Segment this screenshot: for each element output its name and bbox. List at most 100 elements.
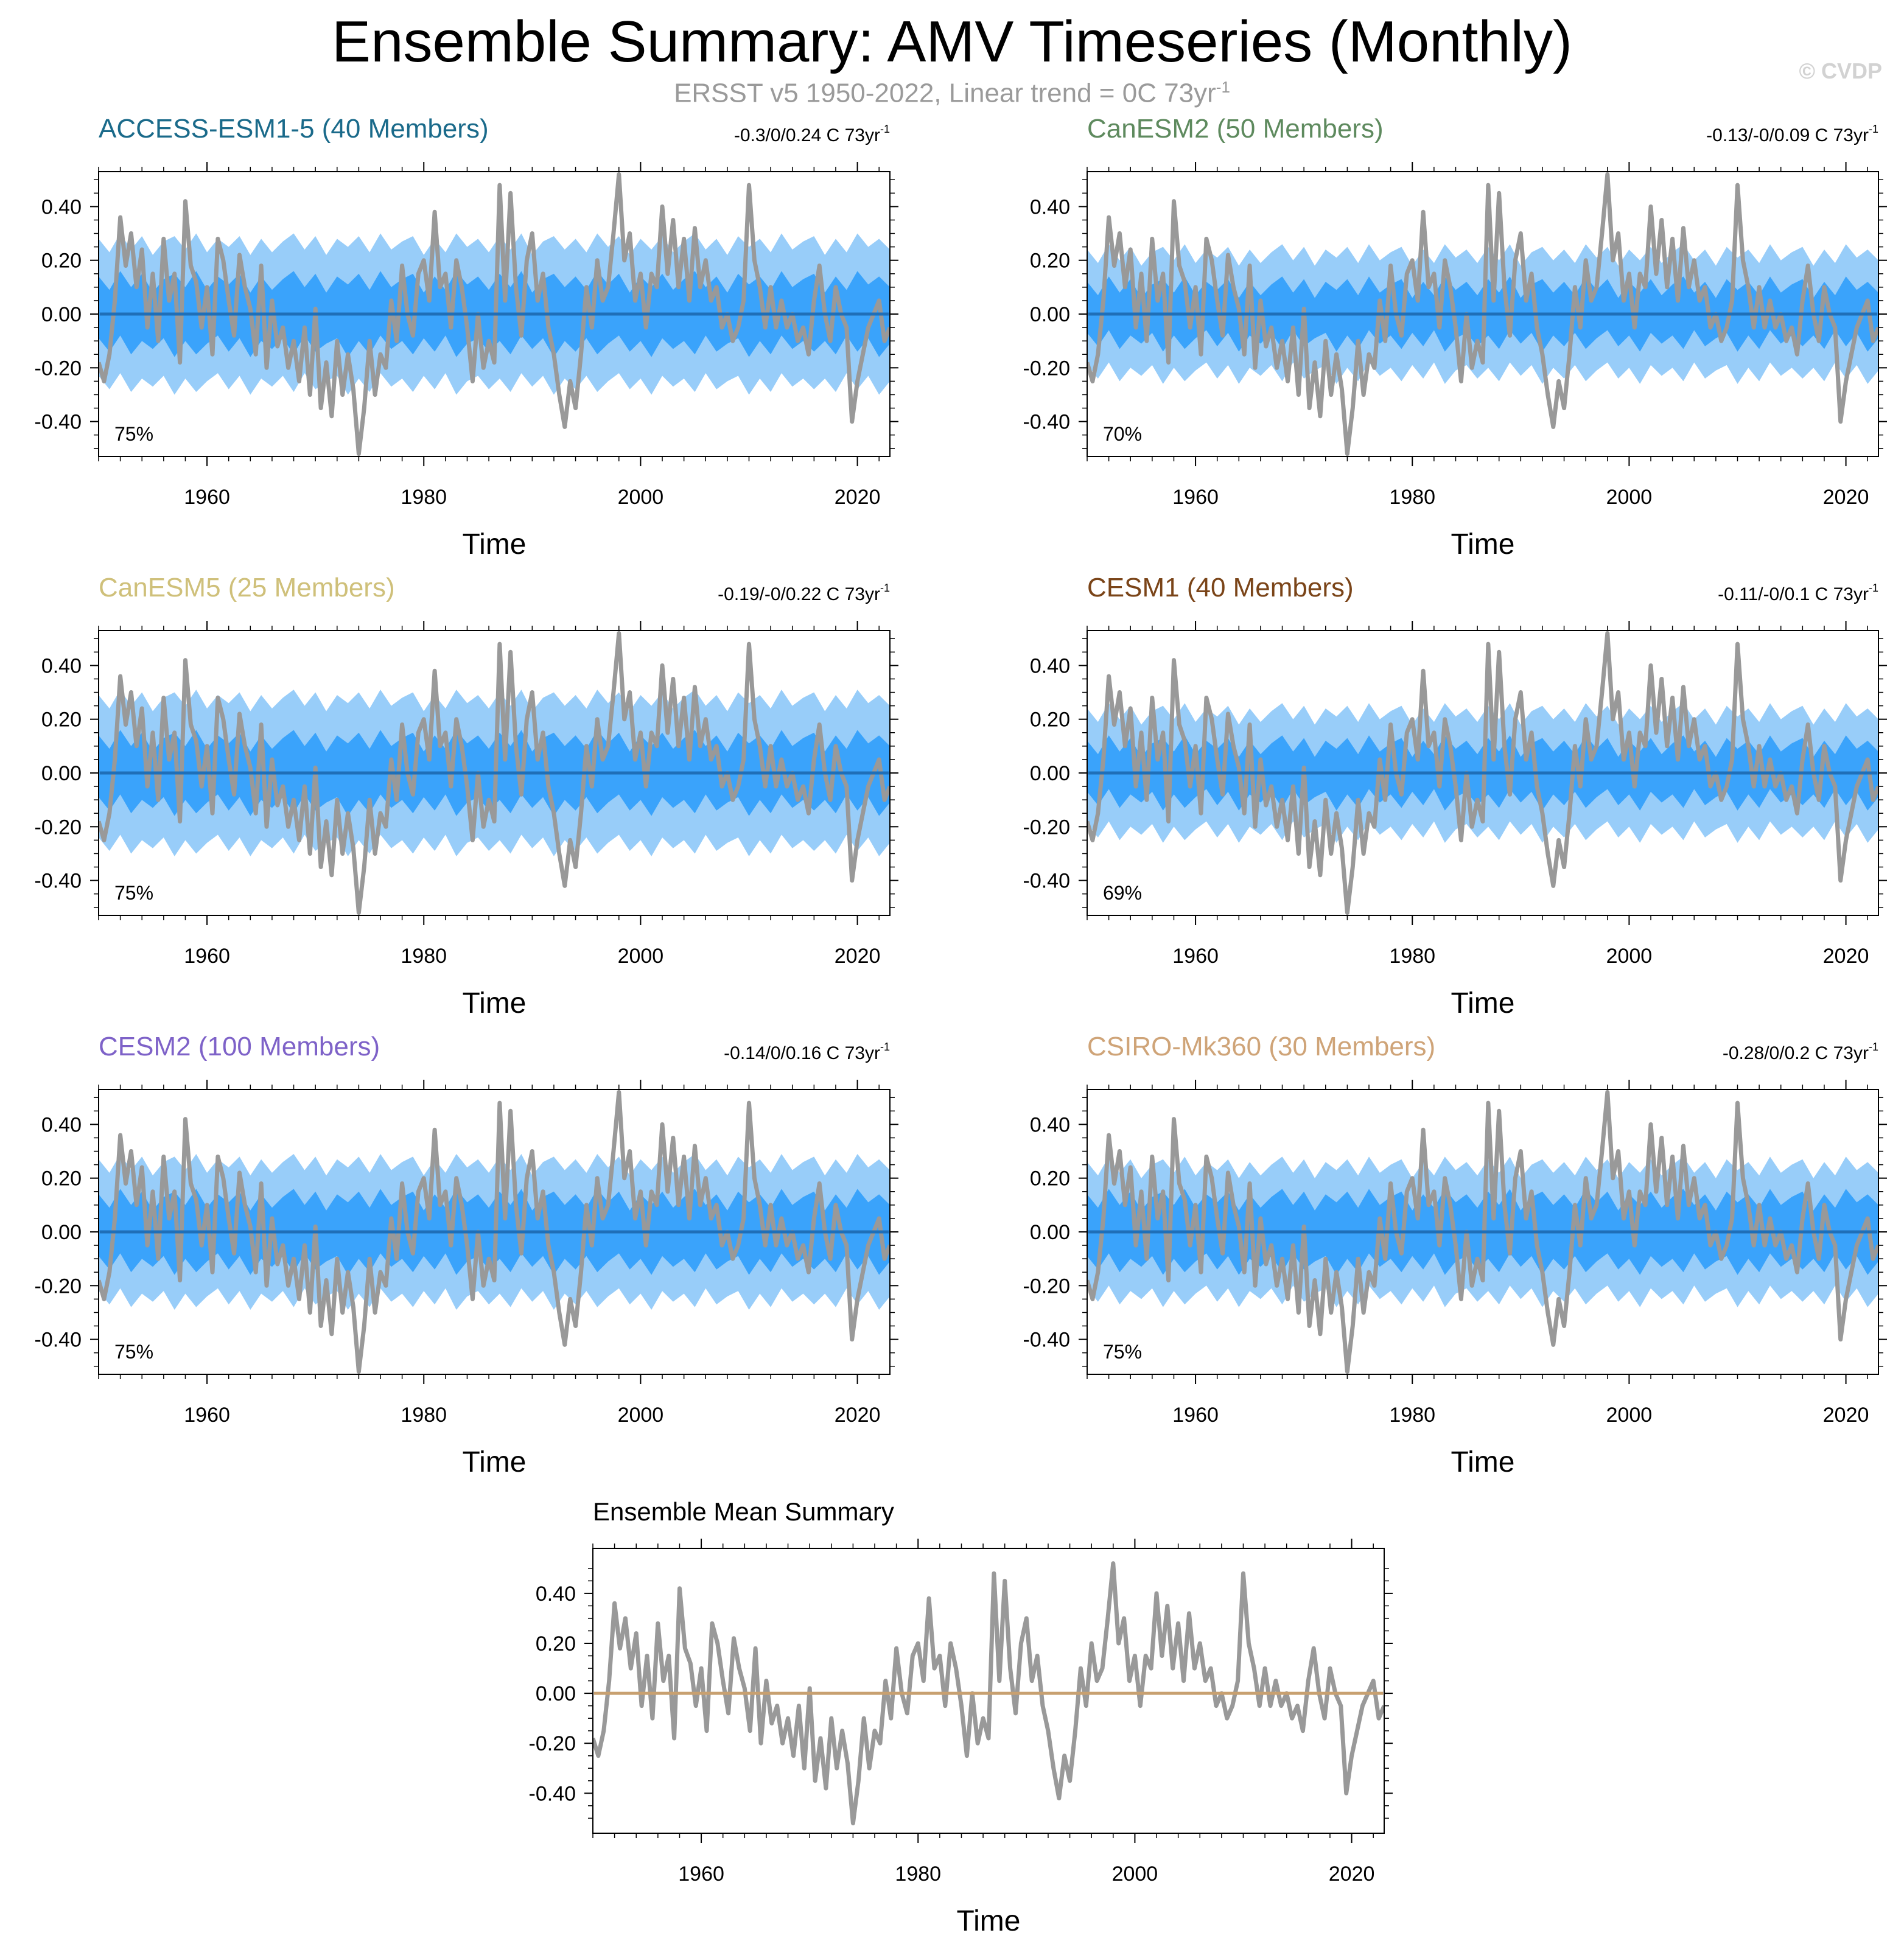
trend-text: -0.14/0/0.16 C 73yr-1 [724, 1041, 890, 1063]
y-tick-label: -0.40 [1023, 411, 1071, 434]
x-tick-label: 1980 [1389, 486, 1435, 509]
y-tick-label: 0.40 [41, 195, 82, 219]
y-tick-label: 0.20 [41, 1167, 82, 1191]
plot-area [1087, 631, 1878, 915]
panel-title: CSIRO-Mk360 (30 Members) [1087, 1032, 1435, 1061]
main-title: Ensemble Summary: AMV Timeseries (Monthl… [332, 9, 1572, 74]
x-tick-label: 1960 [184, 1404, 230, 1427]
panel-cesm1: -0.40 -0.20 0.00 0.20 0.40 1960 1980 2000 2020 Ti… [1023, 573, 1887, 1019]
x-tick-label: 1980 [401, 486, 447, 509]
x-tick-label: 2000 [1112, 1862, 1158, 1886]
y-tick-label: 0.20 [536, 1632, 576, 1656]
y-tick-label: -0.40 [35, 870, 82, 893]
panel-access-esm1-5: -0.40 -0.20 0.00 0.20 0.40 1960 1980 2000 2020 Ti… [35, 114, 898, 561]
x-tick-label: 2020 [1823, 1404, 1869, 1427]
y-tick-label: 0.40 [41, 1113, 82, 1136]
x-tick-label: 2020 [1329, 1862, 1375, 1886]
x-tick-label: 1980 [1389, 945, 1435, 968]
plot-area [99, 1089, 890, 1374]
panel-title: Ensemble Mean Summary [593, 1497, 894, 1526]
plot-area [1087, 172, 1878, 456]
trend-superscript: -1 [1869, 1041, 1878, 1053]
x-axis-label: Time [1451, 1446, 1515, 1478]
y-tick-label: 0.40 [41, 654, 82, 677]
panel-csiro-mk360: -0.40 -0.20 0.00 0.20 0.40 1960 1980 2000 2020 Ti… [1023, 1032, 1887, 1478]
y-tick-label: -0.20 [1023, 1274, 1071, 1298]
panel-title: CanESM2 (50 Members) [1087, 114, 1384, 144]
trend-text: -0.3/0/0.24 C 73yr-1 [734, 123, 890, 145]
panel-canesm2: -0.40 -0.20 0.00 0.20 0.40 1960 1980 2000 2020 Ti… [1023, 114, 1887, 561]
x-tick-label: 2000 [618, 1404, 664, 1427]
y-tick-label: -0.20 [529, 1732, 576, 1755]
y-tick-label: 0.00 [1030, 1221, 1070, 1244]
plot-area [593, 1561, 1384, 1826]
x-tick-label: 1960 [184, 486, 230, 509]
trend-value: -0.3/0/0.24 C 73yr [734, 125, 880, 145]
x-tick-label: 2000 [618, 486, 664, 509]
trend-superscript: -1 [880, 123, 890, 135]
x-axis-label: Time [1451, 528, 1515, 561]
panel-title: CESM2 (100 Members) [99, 1032, 380, 1061]
observed-amv-line [1087, 631, 1878, 915]
y-tick-label: 0.20 [41, 708, 82, 732]
x-axis-label: Time [1451, 987, 1515, 1019]
y-tick-label: -0.40 [1023, 1329, 1071, 1352]
y-tick-label: -0.20 [35, 357, 82, 380]
plot-area [99, 631, 890, 915]
y-tick-label: 0.00 [41, 303, 82, 326]
x-tick-label: 1980 [401, 945, 447, 968]
trend-superscript: -1 [1869, 582, 1878, 594]
subtitle-superscript: -1 [1216, 78, 1230, 96]
x-tick-label: 1960 [1172, 945, 1219, 968]
panel-cesm2: -0.40 -0.20 0.00 0.20 0.40 1960 1980 2000 2020 Ti… [35, 1032, 898, 1478]
y-tick-label: 0.20 [1030, 250, 1070, 273]
x-axis-label: Time [957, 1905, 1021, 1937]
trend-value: -0.28/0/0.2 C 73yr [1723, 1043, 1869, 1063]
y-tick-label: 0.00 [536, 1682, 576, 1705]
x-tick-label: 1960 [1172, 486, 1219, 509]
percent-label: 69% [1103, 882, 1142, 904]
panel-title: ACCESS-ESM1-5 (40 Members) [99, 114, 489, 144]
x-tick-label: 2000 [618, 945, 664, 968]
x-tick-label: 1960 [1172, 1404, 1219, 1427]
x-tick-label: 1980 [1389, 1404, 1435, 1427]
plot-area [1087, 1089, 1878, 1374]
x-axis-label: Time [463, 1446, 527, 1478]
percent-label: 75% [114, 1341, 153, 1363]
y-tick-label: -0.40 [1023, 870, 1071, 893]
trend-superscript: -1 [880, 1041, 890, 1053]
trend-value: -0.19/-0/0.22 C 73yr [718, 584, 880, 604]
x-tick-label: 2000 [1606, 486, 1653, 509]
trend-superscript: -1 [1869, 123, 1878, 135]
x-tick-label: 1960 [184, 945, 230, 968]
observed-amv-line [1087, 172, 1878, 456]
trend-value: -0.11/-0/0.1 C 73yr [1718, 584, 1869, 604]
y-tick-label: 0.40 [1030, 1113, 1070, 1136]
plot-frame [592, 1548, 1385, 1834]
x-axis-label: Time [463, 987, 527, 1019]
panel-canesm5: -0.40 -0.20 0.00 0.20 0.40 1960 1980 2000 2020 Ti… [35, 573, 898, 1019]
panel-title: CESM1 (40 Members) [1087, 573, 1354, 603]
x-tick-label: 1980 [401, 1404, 447, 1427]
trend-text: -0.19/-0/0.22 C 73yr-1 [718, 582, 890, 604]
percent-label: 75% [1103, 1341, 1142, 1363]
x-axis-label: Time [463, 528, 527, 561]
subtitle-text: ERSST v5 1950-2022, Linear trend = 0C 73… [674, 78, 1216, 108]
y-tick-label: 0.40 [1030, 654, 1070, 677]
x-tick-label: 2000 [1606, 945, 1653, 968]
y-tick-label: 0.00 [1030, 762, 1070, 785]
x-tick-label: 2000 [1606, 1404, 1653, 1427]
y-tick-label: 0.20 [1030, 708, 1070, 732]
trend-superscript: -1 [880, 582, 890, 594]
trend-text: -0.13/-0/0.09 C 73yr-1 [1706, 123, 1878, 145]
y-tick-label: -0.40 [35, 1329, 82, 1352]
y-tick-label: -0.40 [35, 411, 82, 434]
percent-label: 75% [114, 423, 153, 445]
y-tick-label: -0.20 [1023, 816, 1071, 839]
x-tick-label: 1960 [678, 1862, 724, 1886]
x-tick-label: 2020 [1823, 486, 1869, 509]
cvdp-watermark: © CVDP [1799, 58, 1882, 83]
observed-amv-line [99, 172, 890, 456]
y-tick-label: -0.40 [529, 1782, 576, 1805]
